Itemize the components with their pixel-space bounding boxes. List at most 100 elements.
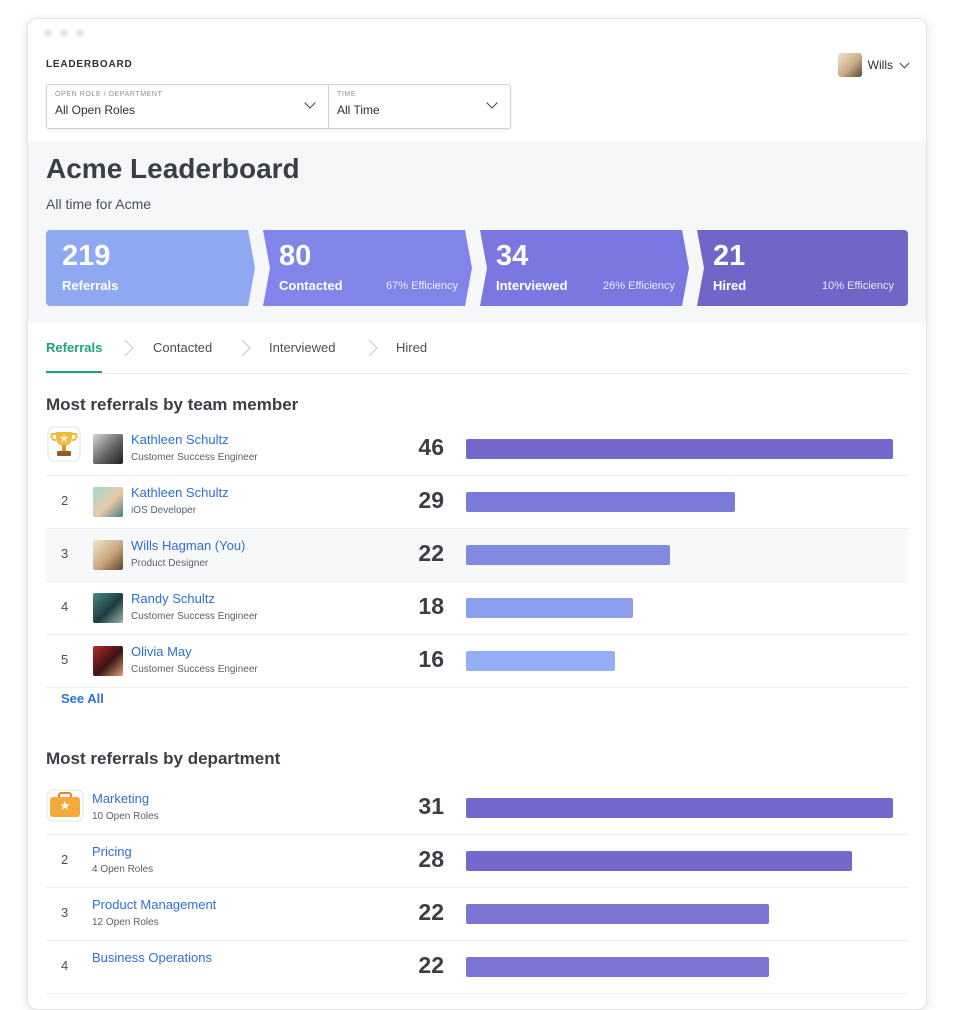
team-member-row: Kathleen Schultz Customer Success Enginee… — [46, 423, 908, 476]
avatar — [93, 646, 123, 676]
filter-bar: OPEN ROLE / DEPARTMENT All Open Roles TI… — [46, 84, 511, 129]
team-member-subtitle: Product Designer — [131, 558, 209, 569]
team-member-row: 2 Kathleen Schultz iOS Developer 29 — [46, 476, 908, 529]
referral-bar — [466, 651, 615, 671]
rank-number: 5 — [61, 652, 69, 667]
department-name-link[interactable]: Business Operations — [92, 950, 212, 965]
referral-count: 22 — [418, 899, 444, 925]
time-filter-label: TIME — [337, 91, 357, 98]
referral-bar — [466, 598, 633, 618]
stage-value: 21 — [713, 240, 746, 272]
funnel: 219 Referrals 80 Contacted 67% Efficienc… — [46, 230, 908, 307]
trophy-icon — [47, 426, 81, 462]
tab-hired[interactable]: Hired — [396, 340, 428, 355]
role-filter-value: All Open Roles — [55, 103, 136, 117]
department-row: 2 Pricing 4 Open Roles 28 — [46, 835, 908, 888]
page-title: LEADERBOARD — [46, 59, 133, 70]
referral-bar — [466, 798, 893, 818]
time-filter-select[interactable]: TIME All Time — [328, 85, 510, 128]
tab-interviewed[interactable]: Interviewed — [269, 340, 336, 355]
department-row: 4 Business Operations 22 — [46, 941, 908, 994]
stage-label: Hired — [713, 278, 747, 293]
referral-bar — [466, 957, 769, 977]
avatar — [93, 434, 123, 464]
stage-label: Contacted — [279, 278, 343, 293]
funnel-stage-referrals[interactable]: 219 Referrals — [46, 230, 255, 306]
referral-count: 29 — [418, 487, 444, 513]
department-subtitle: 4 Open Roles — [92, 864, 154, 875]
department-subtitle: 10 Open Roles — [92, 811, 159, 822]
funnel-stage-interviewed[interactable]: 34 Interviewed 26% Efficiency — [480, 230, 689, 306]
stage-label: Referrals — [62, 278, 119, 293]
referral-count: 31 — [418, 793, 444, 819]
team-section-title: Most referrals by team member — [46, 395, 299, 414]
user-menu[interactable]: Wills — [837, 53, 910, 77]
tab-referrals[interactable]: Referrals — [46, 323, 103, 373]
stage-value: 219 — [62, 240, 111, 272]
referral-bar — [466, 851, 852, 871]
avatar — [93, 593, 123, 623]
referral-count: 18 — [418, 593, 444, 619]
referral-count: 22 — [418, 540, 444, 566]
chevron-right-icon — [124, 339, 134, 357]
stage-efficiency: 67% Efficiency — [386, 280, 458, 292]
team-member-name-link[interactable]: Olivia May — [131, 644, 192, 659]
team-leaderboard-list: Kathleen Schultz Customer Success Enginee… — [46, 423, 908, 688]
referral-bar — [466, 545, 670, 565]
rank-number: 2 — [61, 493, 69, 508]
department-leaderboard-list: Marketing 10 Open Roles 31 2 Pricing 4 Open R… — [46, 782, 908, 994]
department-subtitle: 12 Open Roles — [92, 917, 159, 928]
referral-bar — [466, 904, 769, 924]
chevron-right-icon — [368, 339, 378, 357]
team-member-subtitle: Customer Success Engineer — [131, 664, 258, 675]
briefcase-icon — [46, 789, 84, 822]
referral-count: 16 — [418, 646, 444, 672]
department-name-link[interactable]: Pricing — [92, 844, 132, 859]
rank-number: 4 — [61, 599, 69, 614]
team-member-name-link[interactable]: Kathleen Schultz — [131, 485, 229, 500]
chevron-right-icon — [241, 339, 251, 357]
stage-value: 80 — [279, 240, 312, 272]
team-member-subtitle: Customer Success Engineer — [131, 452, 258, 463]
department-name-link[interactable]: Product Management — [92, 897, 217, 912]
window-controls — [44, 29, 84, 37]
team-member-name-link[interactable]: Kathleen Schultz — [131, 432, 229, 447]
avatar — [837, 53, 862, 77]
avatar — [93, 540, 123, 570]
see-all-link[interactable]: See All — [61, 691, 104, 706]
department-row: 3 Product Management 12 Open Roles 22 — [46, 888, 908, 941]
funnel-stage-hired[interactable]: 21 Hired 10% Efficiency — [697, 230, 908, 306]
referral-bar — [466, 492, 735, 512]
referral-count: 46 — [418, 434, 444, 460]
referral-count: 22 — [418, 952, 444, 978]
stage-label: Interviewed — [496, 278, 568, 293]
stage-efficiency: 10% Efficiency — [822, 280, 894, 292]
team-member-subtitle: iOS Developer — [131, 505, 197, 516]
time-filter-value: All Time — [337, 103, 380, 117]
tab-contacted[interactable]: Contacted — [153, 340, 213, 355]
funnel-stage-contacted[interactable]: 80 Contacted 67% Efficiency — [263, 230, 472, 306]
team-member-name-link[interactable]: Wills Hagman (You) — [131, 538, 246, 553]
team-member-subtitle: Customer Success Engineer — [131, 611, 258, 622]
department-section-title: Most referrals by department — [46, 749, 281, 768]
chevron-down-icon — [899, 58, 910, 68]
leaderboard-title: Acme Leaderboard — [46, 153, 300, 184]
role-filter-select[interactable]: OPEN ROLE / DEPARTMENT All Open Roles — [47, 85, 328, 128]
rank-number: 4 — [61, 958, 69, 973]
leaderboard-subtitle: All time for Acme — [46, 196, 152, 212]
department-row: Marketing 10 Open Roles 31 — [46, 782, 908, 835]
rank-number: 2 — [61, 852, 69, 867]
referral-count: 28 — [418, 846, 444, 872]
rank-number: 3 — [61, 546, 69, 561]
department-name-link[interactable]: Marketing — [92, 791, 150, 806]
stage-efficiency: 26% Efficiency — [603, 280, 675, 292]
team-member-row: 3 Wills Hagman (You) Product Designer 22 — [46, 529, 908, 582]
user-name: Wills — [867, 58, 893, 72]
stage-value: 34 — [496, 240, 529, 272]
team-member-row: 4 Randy Schultz Customer Success Engineer 1… — [46, 582, 908, 635]
referral-bar — [466, 439, 893, 459]
rank-number: 3 — [61, 905, 69, 920]
team-member-name-link[interactable]: Randy Schultz — [131, 591, 215, 606]
role-filter-label: OPEN ROLE / DEPARTMENT — [55, 91, 163, 98]
leaderboard-hero: Acme Leaderboard All time for Acme 219 R… — [28, 141, 926, 323]
